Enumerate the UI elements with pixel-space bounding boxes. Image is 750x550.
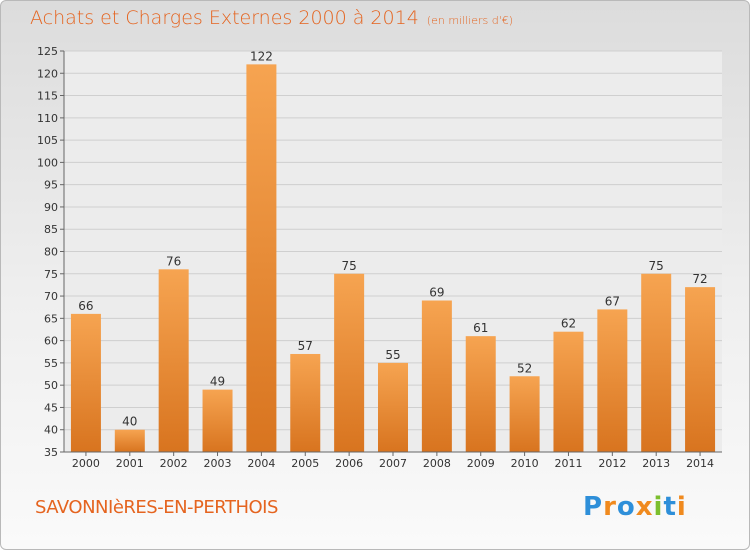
chart-unit: (en milliers d'€)	[426, 14, 514, 27]
y-tick-label: 95	[44, 179, 58, 192]
x-tick-label-2013: 2013	[642, 457, 670, 470]
y-tick-label: 75	[44, 268, 58, 281]
data-label-2014: 72	[692, 272, 707, 286]
y-tick-label: 45	[44, 401, 58, 414]
y-tick-label: 65	[44, 312, 58, 325]
bar-2005	[290, 353, 321, 452]
bar-2002	[158, 269, 189, 452]
y-tick-label: 50	[44, 379, 58, 392]
data-label-2005: 57	[298, 339, 313, 353]
data-label-2012: 67	[605, 294, 620, 308]
y-tick-label: 60	[44, 335, 58, 348]
bar-2004	[246, 64, 277, 452]
y-tick-label: 80	[44, 246, 58, 259]
y-tick-label: 115	[37, 90, 58, 103]
bar-2006	[334, 273, 365, 452]
x-tick-label-2014: 2014	[686, 457, 714, 470]
y-tick-label: 55	[44, 357, 58, 370]
data-label-2006: 75	[341, 259, 356, 273]
data-label-2011: 62	[561, 317, 576, 331]
data-label-2013: 75	[649, 259, 664, 273]
y-tick-label: 90	[44, 201, 58, 214]
y-tick-label: 110	[37, 112, 58, 125]
data-label-2002: 76	[166, 254, 181, 268]
chart-title-text: Achats et Charges Externes 2000 à 2014	[30, 7, 419, 29]
x-tick-label-2008: 2008	[423, 457, 451, 470]
bar-2014	[685, 287, 716, 452]
data-label-2004: 122	[250, 49, 273, 63]
bar-2003	[202, 389, 233, 452]
svg-text:Proxiti: Proxiti	[583, 492, 687, 522]
y-tick-label: 40	[44, 424, 58, 437]
data-label-2009: 61	[473, 321, 488, 335]
data-labels: 66 40 76 49 122 57 75 55 69 61 52 62 67 75 72	[78, 49, 707, 428]
y-tick-label: 105	[37, 134, 58, 147]
data-label-2010: 52	[517, 361, 532, 375]
bar-2007	[378, 362, 408, 452]
proxiti-logo: Proxiti	[583, 492, 687, 522]
x-tick-label-2002: 2002	[160, 457, 188, 470]
x-tick-label-2005: 2005	[291, 457, 319, 470]
x-tick-label-2012: 2012	[598, 457, 626, 470]
x-tick-label-2009: 2009	[467, 457, 495, 470]
bar-2012	[597, 309, 628, 452]
bar-2001	[114, 429, 145, 452]
x-tick-label-2011: 2011	[554, 457, 582, 470]
bars	[70, 64, 716, 452]
bar-2008	[421, 300, 452, 452]
y-tick-label: 85	[44, 223, 58, 236]
bar-2009	[465, 336, 496, 452]
data-label-2008: 69	[429, 286, 444, 300]
chart-title: Achats et Charges Externes 2000 à 2014 (e…	[30, 7, 513, 29]
y-tick-label: 100	[37, 156, 58, 169]
axes: 35 40 45 50 55 60 65 70 75 80 85 90 95 100 105 110 115 12…	[37, 45, 722, 470]
x-tick-label-2001: 2001	[116, 457, 144, 470]
y-tick-label: 35	[44, 446, 58, 459]
data-label-2003: 49	[210, 375, 225, 389]
x-tick-label-2004: 2004	[247, 457, 275, 470]
city-name: SAVONNIèRES-EN-PERTHOIS	[35, 497, 278, 518]
y-tick-label: 70	[44, 290, 58, 303]
data-label-2007: 55	[385, 348, 400, 362]
x-tick-label-2010: 2010	[511, 457, 539, 470]
data-label-2000: 66	[78, 299, 93, 313]
y-tick-label: 125	[37, 45, 58, 58]
y-tick-label: 120	[37, 67, 58, 80]
bar-2011	[553, 331, 584, 452]
bar-2010	[509, 376, 540, 452]
x-tick-label-2006: 2006	[335, 457, 363, 470]
x-tick-label-2003: 2003	[204, 457, 232, 470]
bar-2013	[641, 273, 672, 452]
bar-2000	[70, 313, 101, 452]
data-label-2001: 40	[122, 415, 137, 429]
x-tick-label-2000: 2000	[72, 457, 100, 470]
x-tick-label-2007: 2007	[379, 457, 407, 470]
